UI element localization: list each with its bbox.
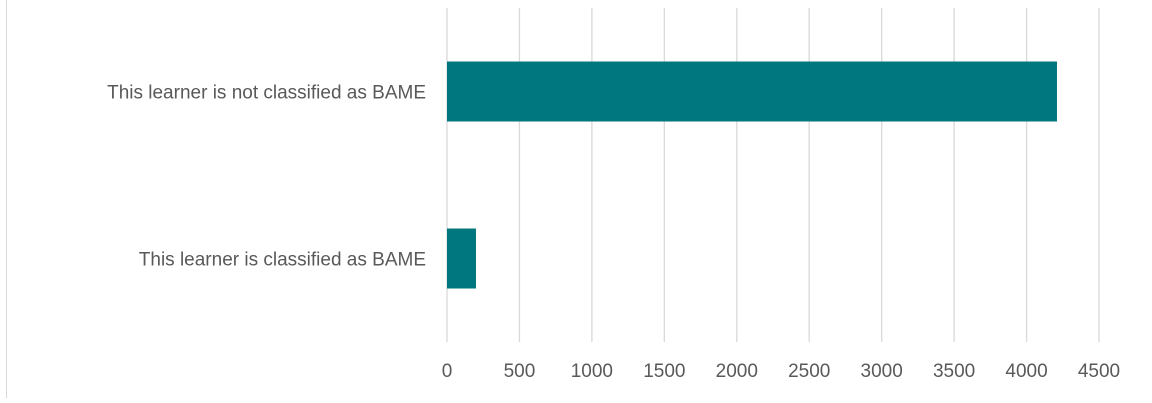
x-tick-label: 1000 bbox=[571, 361, 613, 382]
x-tick-label: 2000 bbox=[716, 361, 758, 382]
bars bbox=[447, 61, 1057, 289]
x-tick-label: 4000 bbox=[1005, 361, 1047, 382]
gridlines bbox=[446, 8, 1100, 342]
x-tick-label: 3000 bbox=[861, 361, 903, 382]
x-tick-label: 3500 bbox=[933, 361, 975, 382]
bar-2 bbox=[447, 228, 476, 289]
category-labels: This learner is not classified as BAME Th… bbox=[107, 83, 426, 271]
category-label: This learner is classified as BAME bbox=[139, 250, 426, 271]
x-tick-labels: 0 500 1000 1500 2000 2500 3000 3500 4000 4500 bbox=[442, 361, 1120, 382]
x-tick-label: 0 bbox=[442, 361, 453, 382]
x-tick-label: 500 bbox=[504, 361, 536, 382]
x-tick-label: 4500 bbox=[1078, 361, 1120, 382]
frame-left-border bbox=[6, 0, 7, 398]
x-tick-label: 1500 bbox=[643, 361, 685, 382]
bar-1 bbox=[447, 61, 1057, 122]
category-label: This learner is not classified as BAME bbox=[107, 83, 426, 104]
x-tick-label: 2500 bbox=[788, 361, 830, 382]
